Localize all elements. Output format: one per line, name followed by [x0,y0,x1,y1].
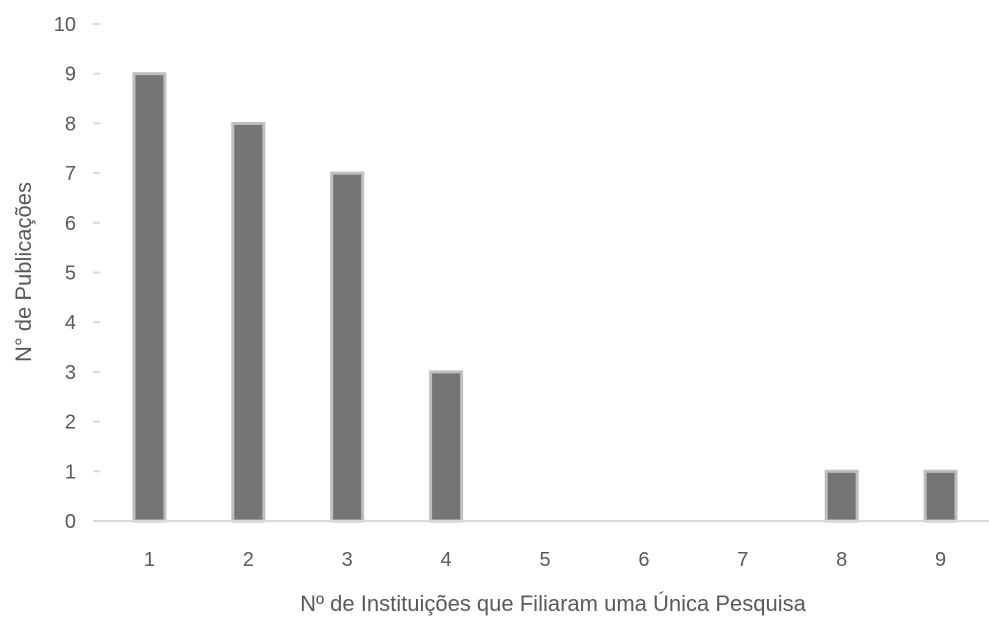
bar-1 [132,72,167,523]
x-tick-label: 7 [737,549,748,571]
bars-layer [132,72,958,523]
x-axis-ticks: 1 2 3 4 5 6 7 8 9 [144,549,946,571]
x-tick-label: 2 [243,549,254,571]
y-tick-label: 9 [65,64,76,86]
y-axis-ticks: 0 1 2 3 4 5 6 7 8 9 10 [54,14,100,533]
y-tick-label: 4 [65,312,76,334]
y-tick-label: 3 [65,362,76,384]
bar-8 [824,469,859,523]
y-tick-label: 2 [65,412,76,434]
x-tick-label: 4 [441,549,452,571]
y-tick-label: 1 [65,461,76,483]
x-tick-label: 5 [539,549,550,571]
bar-2 [231,121,266,523]
bar-3 [330,171,365,523]
x-tick-label: 1 [144,549,155,571]
x-tick-label: 3 [342,549,353,571]
x-tick-label: 6 [638,549,649,571]
x-tick-label: 9 [935,549,946,571]
y-tick-label: 5 [65,263,76,285]
x-tick-label: 8 [836,549,847,571]
y-tick-label: 6 [65,213,76,235]
y-tick-label: 0 [65,511,76,533]
y-tick-label: 10 [54,14,76,36]
bar-4 [429,370,464,523]
y-tick-label: 7 [65,163,76,185]
y-axis-title: N° de Publicações [11,182,36,362]
y-tick-label: 8 [65,113,76,135]
bar-9 [923,469,958,523]
x-axis-title: Nº de Instituições que Filiaram uma Únic… [300,591,806,616]
